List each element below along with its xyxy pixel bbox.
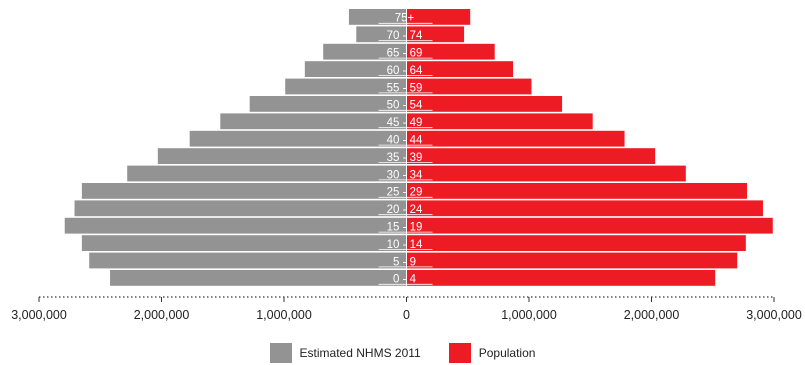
bar-population-8 [406,130,625,147]
bar-estimated-10 [249,96,407,112]
bar-estimated-12 [304,61,407,77]
age-group-label: 30 - 34 [387,169,423,181]
bar-population-11 [406,78,532,95]
age-group-label: 70 - 74 [387,30,423,42]
age-group-label: 75+ [395,13,415,25]
age-group-label: 40 - 44 [387,135,423,147]
age-group-label: 65 - 69 [387,48,423,60]
age-group-label: 0 - 4 [393,274,417,286]
bar-estimated-1 [89,252,407,269]
x-tick-label: 2,000,000 [624,308,680,322]
bar-population-9 [406,113,593,130]
chart-legend: Estimated NHMS 2011 Population [0,342,805,364]
bar-estimated-3 [64,217,407,234]
bar-population-5 [406,183,748,199]
bar-estimated-9 [220,113,407,130]
legend-label-population: Population [478,346,536,360]
bar-population-13 [406,43,495,60]
legend-swatch-estimated [269,343,292,363]
legend-item-estimated: Estimated NHMS 2011 [269,343,421,363]
bar-population-4 [406,200,763,217]
bar-population-3 [406,217,773,234]
bar-population-6 [406,165,686,182]
age-group-label: 35 - 39 [387,152,423,164]
bar-estimated-14 [356,26,407,43]
bar-population-12 [406,61,514,77]
bar-population-2 [406,235,746,251]
bar-population-7 [406,148,656,164]
age-group-label: 20 - 24 [387,204,423,216]
age-group-label: 5 - 9 [393,256,416,268]
x-tick-label: 0 [403,308,410,322]
age-group-label: 15 - 19 [387,222,423,234]
age-group-label: 25 - 29 [387,187,423,199]
chart-plot-area: 0 - 4 5 - 9 10 - 14 15 - 19 20 - 24 25 - 29 30… [11,9,802,322]
bar-population-15 [406,9,471,25]
bar-estimated-4 [74,200,407,217]
bar-population-0 [406,270,716,286]
bar-estimated-15 [348,9,407,25]
bar-estimated-13 [323,43,407,60]
age-group-label: 55 - 59 [387,82,423,94]
age-group-label: 10 - 14 [387,239,423,251]
x-tick-label: 3,000,000 [11,308,67,322]
legend-item-population: Population [448,343,536,363]
age-group-label: 60 - 64 [387,65,423,77]
bar-estimated-11 [285,78,407,95]
bar-estimated-0 [110,270,407,286]
bar-population-10 [406,96,563,112]
bar-estimated-5 [81,183,407,199]
bar-population-1 [406,252,738,269]
age-group-label: 50 - 54 [387,100,423,112]
x-tick-label: 2,000,000 [134,308,190,322]
bar-estimated-7 [157,148,407,164]
bar-estimated-6 [127,165,407,182]
age-group-label: 45 - 49 [387,117,423,129]
x-tick-label: 1,000,000 [256,308,312,322]
bar-population-14 [406,26,465,43]
bar-estimated-8 [189,130,407,147]
x-tick-label: 3,000,000 [746,308,802,322]
bar-estimated-2 [81,235,407,251]
legend-swatch-population [448,343,471,363]
x-tick-label: 1,000,000 [501,308,557,322]
legend-label-estimated: Estimated NHMS 2011 [299,346,421,360]
